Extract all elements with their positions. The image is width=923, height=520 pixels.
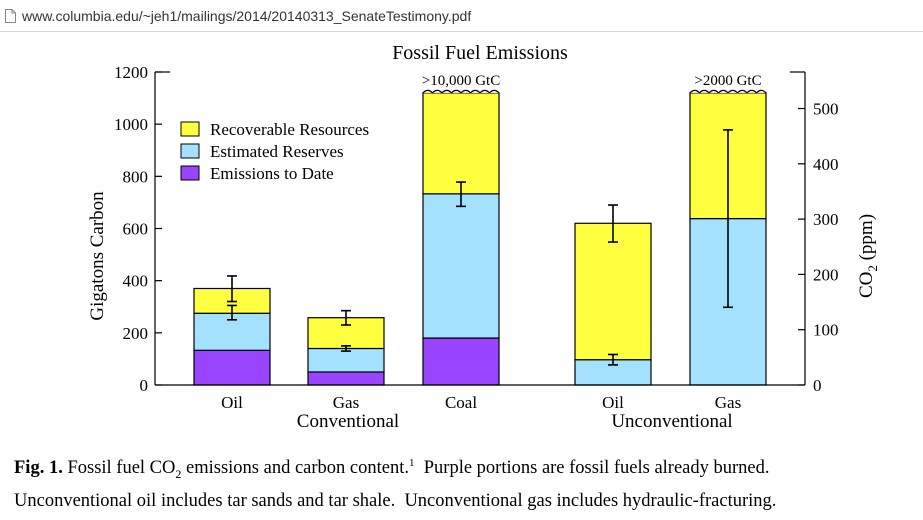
y-axis-label: Gigatons Carbon [87, 191, 108, 321]
bar-segment-1-0 [307, 371, 385, 386]
legend-swatch-1 [180, 143, 200, 159]
y2-axis-label-pre: CO [856, 272, 877, 298]
address-bar[interactable]: www.columbia.edu/~jeh1/mailings/2014/201… [0, 0, 923, 32]
legend-label-2: Emissions to Date [210, 164, 334, 183]
y-tick-label-4: 800 [123, 167, 149, 186]
annotation-0: >10,000 GtC [422, 73, 500, 89]
bar-segment-3-2 [574, 222, 652, 361]
bar-segment-2-2 [422, 92, 500, 195]
y2-tick-label-0: 0 [813, 376, 822, 395]
url-text: www.columbia.edu/~jeh1/mailings/2014/201… [22, 7, 472, 24]
y2-tick-label-1: 100 [813, 321, 839, 340]
legend-label-1: Estimated Reserves [210, 142, 344, 161]
y-tick-label-0: 0 [140, 376, 149, 395]
legend-swatch-0 [180, 121, 200, 137]
fossil-fuel-chart: Fossil Fuel Emissions Gigatons Carbon CO… [87, 42, 880, 432]
y2-tick-label-4: 400 [813, 155, 839, 174]
break-mark-1 [689, 89, 767, 94]
group-label-0: Conventional [297, 411, 399, 432]
caption-text-1c: Purple portions are fossil fuels already… [414, 458, 770, 479]
legend-swatch-2 [180, 165, 200, 181]
figure-caption: Fig. 1. Fossil fuel CO2 emissions and ca… [14, 450, 919, 515]
caption-text-1a: Fossil fuel CO [67, 458, 176, 479]
bar-segment-1-1 [307, 347, 385, 373]
caption-line-1: Fig. 1. Fossil fuel CO2 emissions and ca… [14, 450, 919, 488]
y-tick-label-3: 600 [123, 220, 149, 239]
legend-label-0: Recoverable Resources [210, 120, 369, 139]
x-tick-label-2: Coal [445, 393, 477, 412]
y-tick-label-1: 200 [123, 324, 149, 343]
y2-tick-label-2: 200 [813, 265, 839, 284]
y2-tick-label-5: 500 [813, 100, 839, 119]
caption-line-2: Unconventional oil includes tar sands an… [14, 490, 777, 511]
break-mark-0 [422, 89, 500, 94]
group-label-1: Unconventional [611, 411, 732, 432]
x-tick-label-1: Gas [333, 393, 359, 412]
y2-axis-label-post: (ppm) [856, 214, 877, 265]
bar-segment-0-0 [193, 349, 271, 386]
chart-title: Fossil Fuel Emissions [392, 42, 568, 64]
y2-tick-label-3: 300 [813, 210, 839, 229]
bar-segment-2-1 [422, 193, 500, 339]
page-icon [5, 8, 16, 23]
x-tick-label-3: Oil [602, 393, 624, 412]
y-tick-label-2: 400 [123, 272, 149, 291]
y-tick-label-6: 1200 [114, 63, 148, 82]
caption-text-1b: emissions and carbon content. [181, 458, 409, 479]
annotation-1: >2000 GtC [694, 73, 761, 89]
bar-segment-2-0 [422, 337, 500, 386]
x-tick-label-0: Oil [221, 393, 243, 412]
caption-sup: 1 [409, 457, 415, 469]
y-tick-label-5: 1000 [114, 115, 148, 134]
caption-sub: 2 [175, 466, 182, 481]
x-tick-label-4: Gas [715, 393, 741, 412]
caption-label: Fig. 1. [14, 458, 63, 479]
y2-axis-label-sub: 2 [865, 265, 880, 272]
y2-axis-label: CO2 (ppm) [856, 214, 880, 298]
plot-area: >10,000 GtC >2000 GtC02004006008001000120… [114, 63, 839, 432]
